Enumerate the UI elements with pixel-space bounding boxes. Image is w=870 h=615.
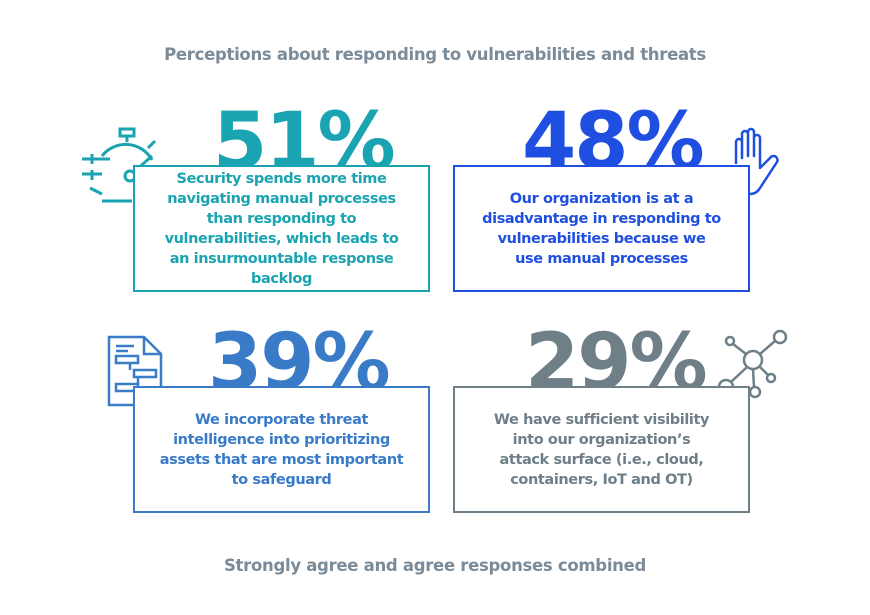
stat-card-4: We have sufficient visibility into our o… <box>453 386 750 513</box>
stat-card-3: We incorporate threat intelligence into … <box>133 386 430 513</box>
document-flowchart-icon <box>106 334 164 412</box>
stat-card-1: Security spends more time navigating man… <box>133 165 430 292</box>
stat-text-3: We incorporate threat intelligence into … <box>159 411 404 488</box>
page-title: Perceptions about responding to vulnerab… <box>164 45 706 64</box>
raised-hand-icon <box>730 126 792 202</box>
footer-note: Strongly agree and agree responses combi… <box>223 556 647 575</box>
stat-card-2: Our organization is at a disadvantage in… <box>453 165 750 292</box>
stat-text-1: Security spends more time navigating man… <box>164 170 399 287</box>
stat-text-2: Our organization is at a disadvantage in… <box>482 190 721 267</box>
stat-text-4: We have sufficient visibility into our o… <box>493 411 710 488</box>
